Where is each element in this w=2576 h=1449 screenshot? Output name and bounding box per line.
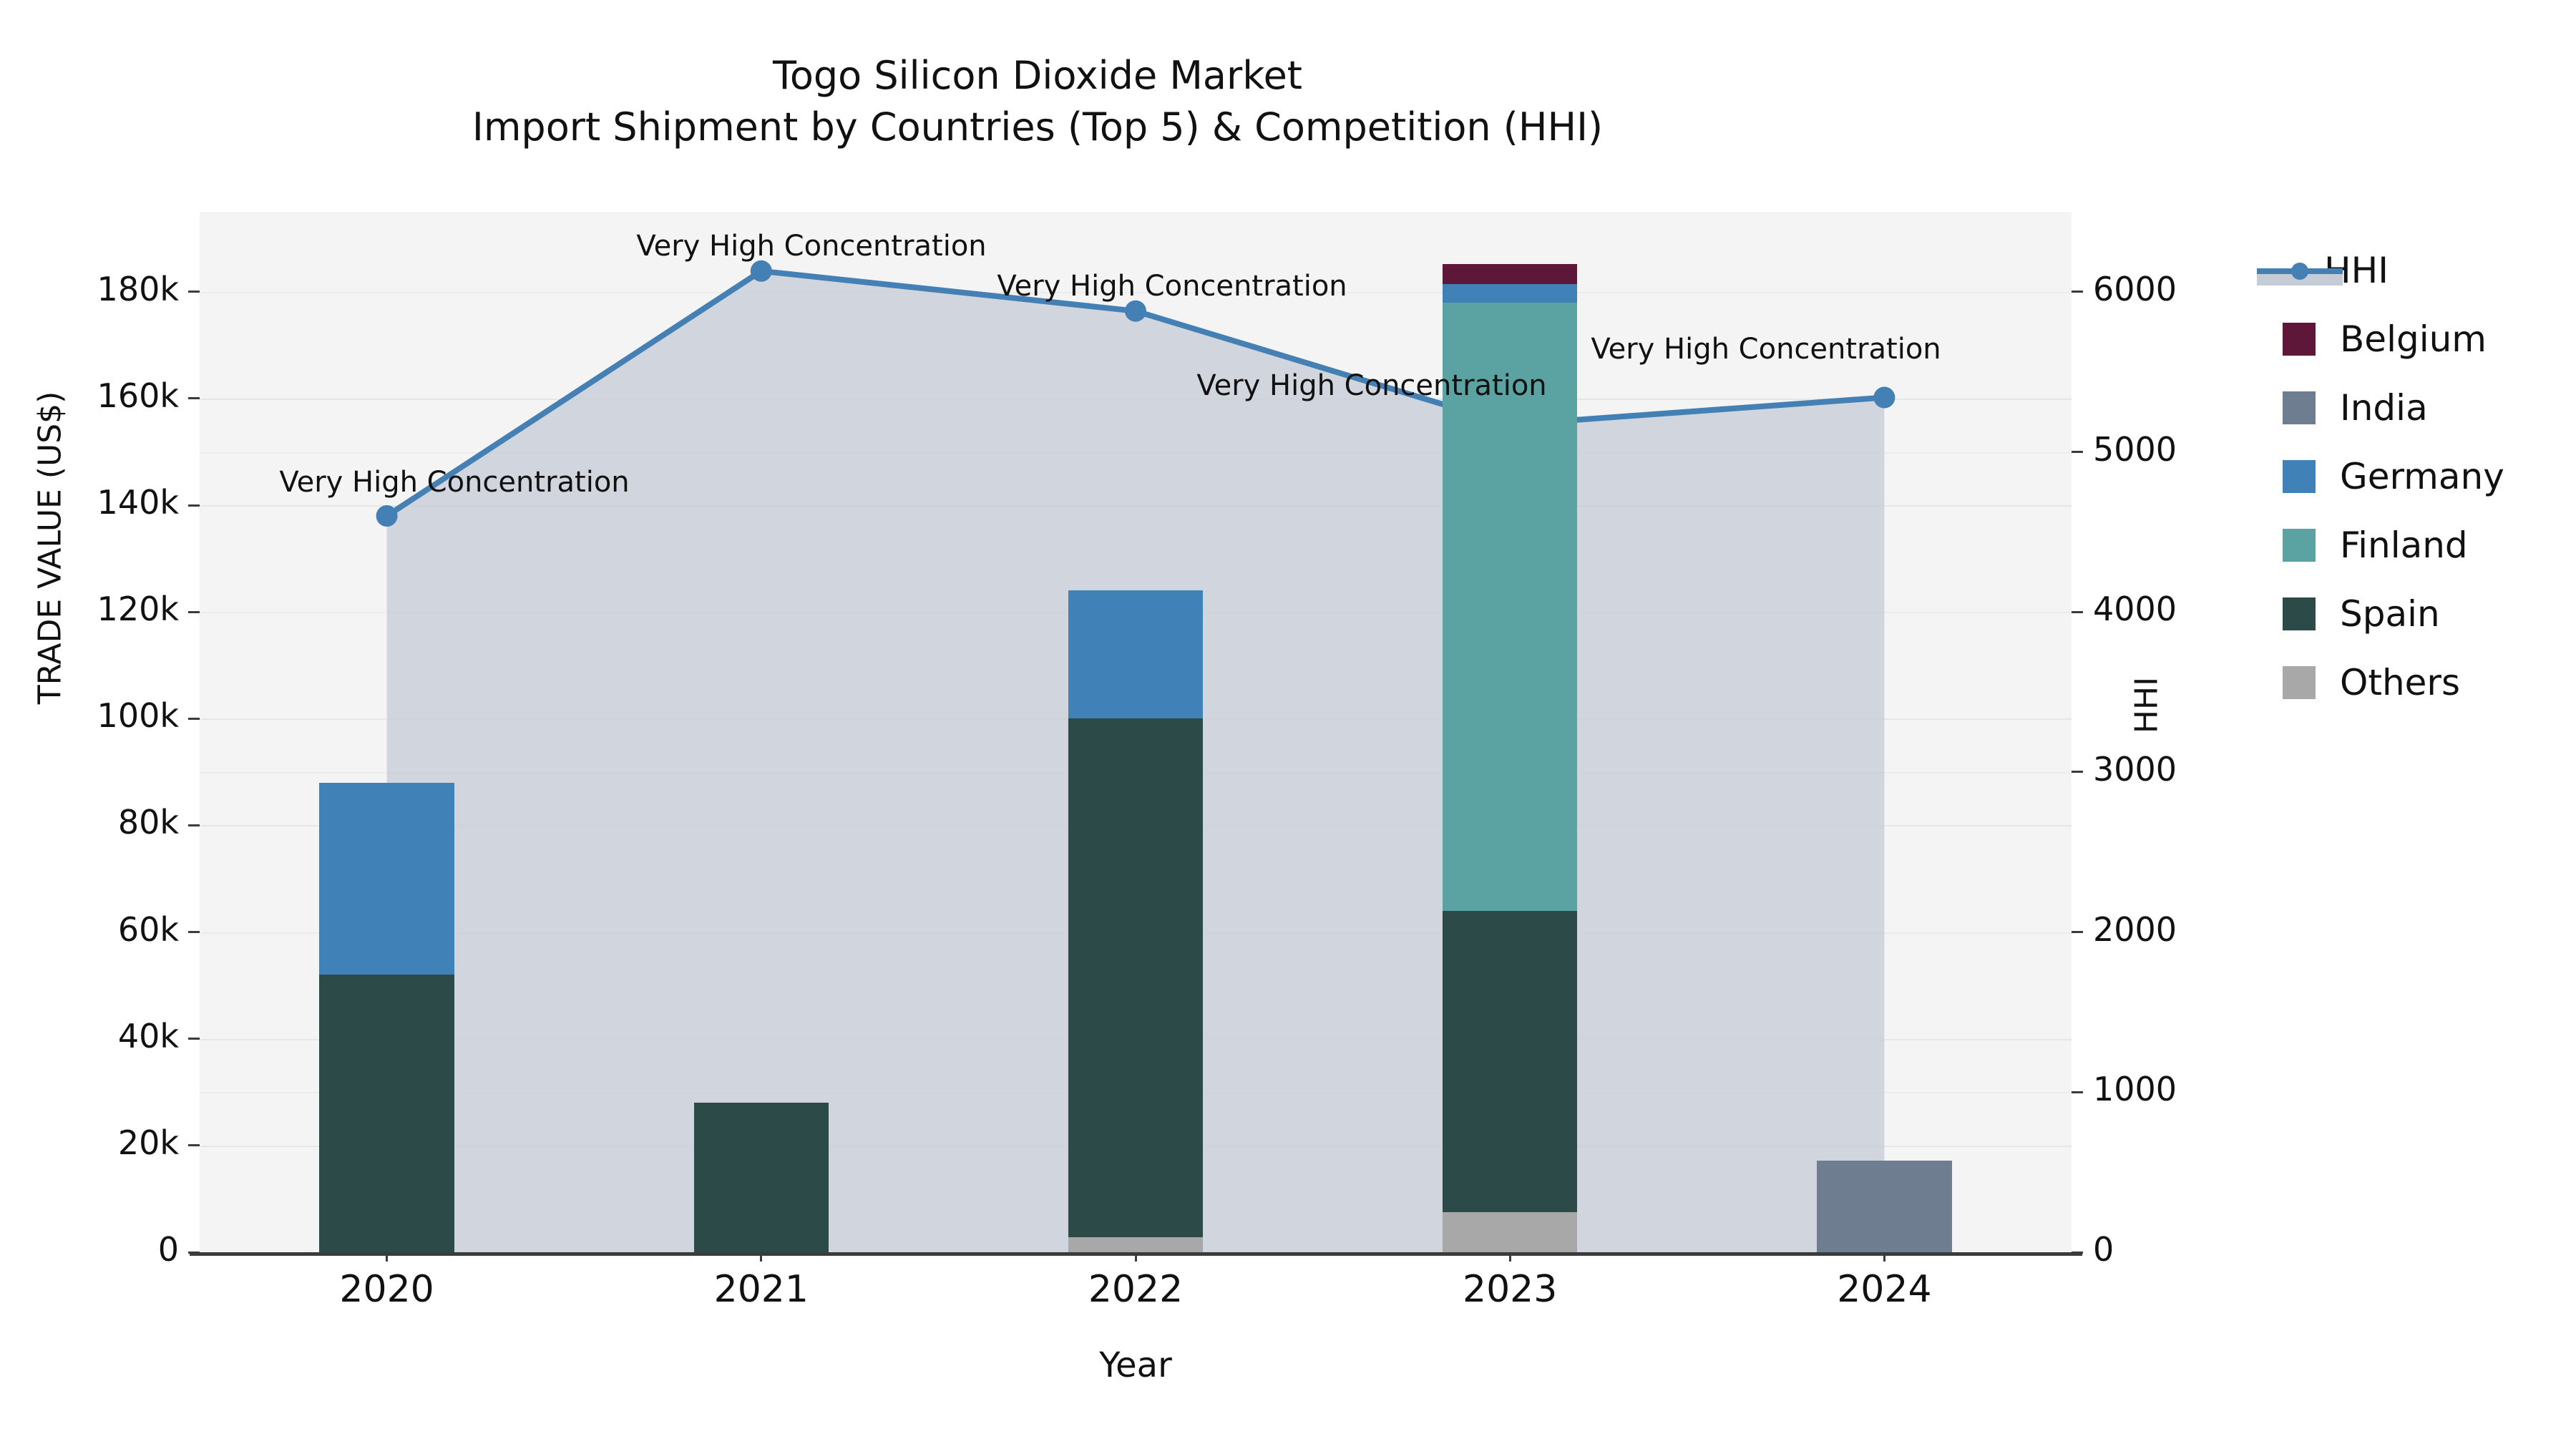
y-tick-label-left: 160k xyxy=(97,376,179,415)
y-tick-left xyxy=(188,1144,200,1147)
hhi-annotation-label: Very High Concentration xyxy=(279,466,630,499)
x-tick-label: 2021 xyxy=(713,1268,809,1311)
legend-color-swatch xyxy=(2283,391,2316,424)
legend-item-label: Germany xyxy=(2340,456,2504,497)
x-tick xyxy=(1134,1252,1137,1262)
y-tick-label-right: 6000 xyxy=(2093,269,2177,308)
chart-legend: HHI Belgium India Germany Finland Spain Others xyxy=(2257,236,2569,717)
y-tick-left xyxy=(188,931,200,934)
y-tick-left xyxy=(188,610,200,613)
legend-marker-dot xyxy=(2291,263,2308,280)
y-tick-right xyxy=(2072,931,2083,934)
y-tick-label-right: 4000 xyxy=(2093,590,2177,629)
legend-item[interactable]: Others xyxy=(2283,648,2569,717)
y-tick-label-right: 1000 xyxy=(2093,1070,2177,1109)
x-tick xyxy=(1508,1252,1511,1262)
y-tick-left xyxy=(188,504,200,507)
y-axis-label-right: HHI xyxy=(2128,676,2165,734)
bar-segment[interactable] xyxy=(693,1103,829,1252)
bar-segment[interactable] xyxy=(1443,1212,1578,1252)
legend-item-label: Finland xyxy=(2340,525,2468,566)
y-tick-right xyxy=(2072,291,2083,293)
y-tick-label-left: 180k xyxy=(97,269,179,308)
hhi-data-point[interactable] xyxy=(750,260,772,282)
hhi-annotation-label: Very High Concentration xyxy=(1196,369,1547,402)
y-tick-label-left: 120k xyxy=(97,590,179,629)
y-tick-label-left: 80k xyxy=(117,803,179,842)
legend-color-swatch xyxy=(2283,460,2316,493)
legend-item[interactable]: Belgium xyxy=(2283,305,2569,374)
legend-item[interactable]: Finland xyxy=(2283,511,2569,580)
legend-item-label: Spain xyxy=(2340,593,2440,635)
chart-title-line-2: Import Shipment by Countries (Top 5) & C… xyxy=(472,104,1604,150)
y-tick-left xyxy=(188,291,200,293)
legend-item-label: India xyxy=(2340,387,2428,429)
legend-item[interactable]: India xyxy=(2283,374,2569,442)
legend-item-label: Others xyxy=(2340,662,2461,703)
y-tick-left xyxy=(188,824,200,826)
bar-segment[interactable] xyxy=(319,782,454,975)
chart-title-line-1: Togo Silicon Dioxide Market xyxy=(773,53,1302,98)
y-tick-left xyxy=(188,397,200,400)
legend-color-swatch xyxy=(2283,323,2316,356)
y-tick-label-right: 2000 xyxy=(2093,909,2177,949)
y-tick-label-left: 140k xyxy=(97,483,179,522)
bar-segment[interactable] xyxy=(1443,302,1578,911)
legend-item-label: Belgium xyxy=(2340,318,2487,360)
legend-color-swatch xyxy=(2283,529,2316,562)
y-tick-left xyxy=(188,1251,200,1254)
x-tick xyxy=(386,1252,389,1262)
legend-color-swatch xyxy=(2283,666,2316,699)
y-tick-label-right: 5000 xyxy=(2093,429,2177,469)
y-tick-label-left: 40k xyxy=(117,1016,179,1055)
legend-item[interactable]: HHI xyxy=(2257,236,2569,305)
bar-segment[interactable] xyxy=(1443,910,1578,1213)
bar-segment[interactable] xyxy=(1068,590,1204,719)
hhi-data-point[interactable] xyxy=(1125,300,1146,322)
x-axis-label: Year xyxy=(1099,1345,1172,1385)
x-tick-label: 2022 xyxy=(1088,1268,1184,1311)
bar-segment[interactable] xyxy=(1068,718,1204,1238)
x-tick xyxy=(1883,1252,1885,1262)
hhi-data-point[interactable] xyxy=(376,505,398,527)
hhi-annotation-label: Very High Concentration xyxy=(1591,333,1941,366)
y-tick-right xyxy=(2072,610,2083,613)
y-tick-right xyxy=(2072,1091,2083,1093)
hhi-annotation-label: Very High Concentration xyxy=(997,269,1347,303)
y-tick-left xyxy=(188,717,200,720)
y-tick-label-right: 0 xyxy=(2093,1230,2114,1269)
y-axis-label-left: TRADE VALUE (US$) xyxy=(31,391,69,705)
gridline-horizontal-secondary xyxy=(200,291,2072,293)
y-tick-right xyxy=(2072,771,2083,774)
y-tick-label-left: 0 xyxy=(157,1230,179,1269)
x-tick-label: 2024 xyxy=(1837,1268,1932,1311)
bar-segment[interactable] xyxy=(1443,264,1578,285)
y-tick-right xyxy=(2072,451,2083,454)
hhi-data-point[interactable] xyxy=(1873,386,1896,409)
y-tick-label-left: 60k xyxy=(117,909,179,949)
bar-segment[interactable] xyxy=(1068,1237,1204,1252)
y-tick-label-left: 100k xyxy=(97,696,179,736)
legend-item[interactable]: Spain xyxy=(2283,580,2569,648)
x-tick-label: 2023 xyxy=(1463,1268,1558,1311)
bar-segment[interactable] xyxy=(319,975,454,1252)
y-tick-right xyxy=(2072,1251,2083,1254)
legend-item[interactable]: Germany xyxy=(2283,442,2569,511)
x-tick-label: 2020 xyxy=(339,1268,434,1311)
legend-color-swatch xyxy=(2283,597,2316,630)
y-tick-label-left: 20k xyxy=(117,1123,179,1162)
y-tick-left xyxy=(188,1038,200,1040)
y-tick-label-right: 3000 xyxy=(2093,749,2177,789)
legend-line-marker-icon xyxy=(2257,254,2343,287)
hhi-annotation-label: Very High Concentration xyxy=(636,229,987,263)
chart-title: Togo Silicon Dioxide Market Import Shipm… xyxy=(0,50,2075,154)
x-tick xyxy=(760,1252,763,1262)
bar-segment[interactable] xyxy=(1817,1160,1952,1252)
bar-segment[interactable] xyxy=(1443,284,1578,303)
